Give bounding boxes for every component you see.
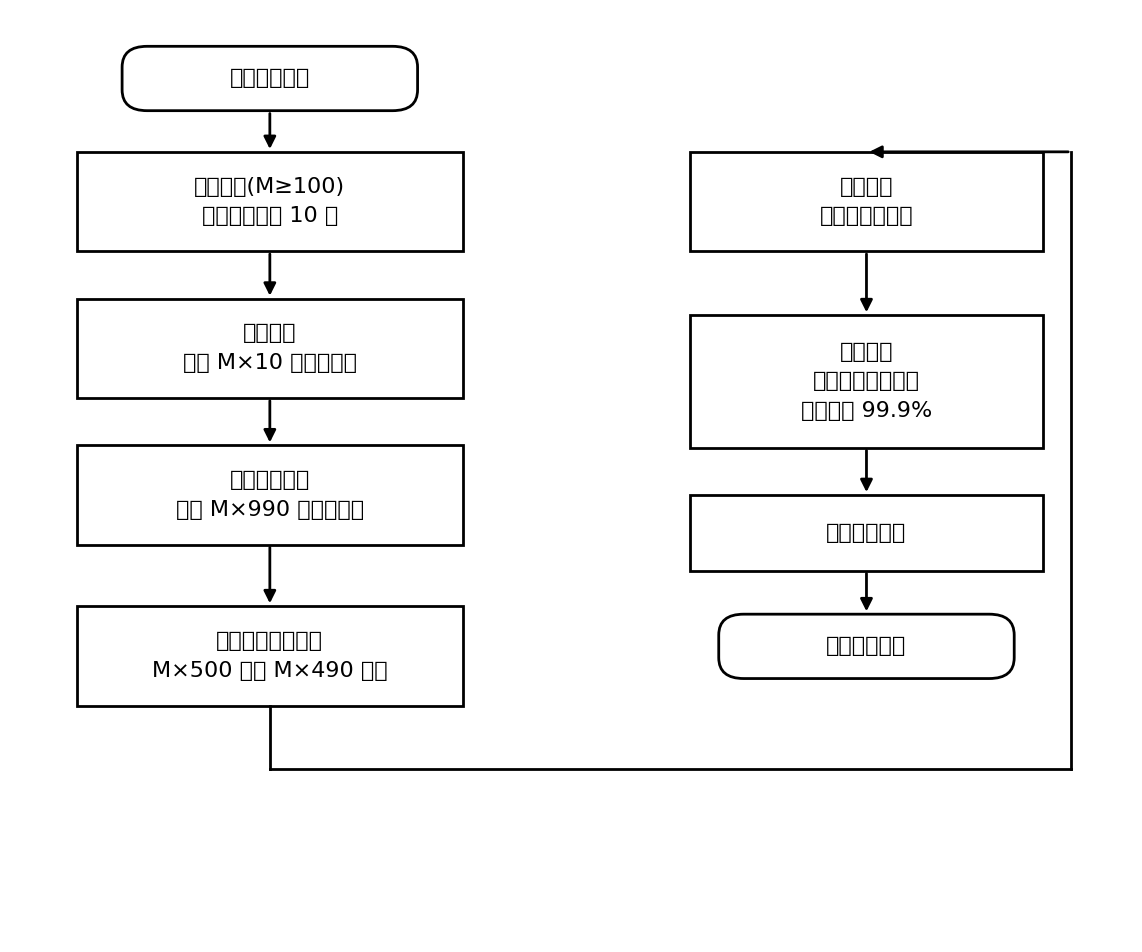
FancyBboxPatch shape <box>122 47 418 110</box>
Text: 保存优化参数: 保存优化参数 <box>827 523 907 543</box>
Text: 图像处理
形成 M×10 个训练数据: 图像处理 形成 M×10 个训练数据 <box>183 324 356 373</box>
Text: 样本采集(M≥100)
每个样本采集 10 次: 样本采集(M≥100) 每个样本采集 10 次 <box>194 177 345 227</box>
Text: 全局训练开始: 全局训练开始 <box>230 69 309 89</box>
Bar <box>77 606 463 705</box>
Bar <box>77 299 463 398</box>
Bar <box>690 495 1043 570</box>
FancyBboxPatch shape <box>718 614 1014 679</box>
Text: 优化参数
使用滑动平均模型
至正确率 99.9%: 优化参数 使用滑动平均模型 至正确率 99.9% <box>801 342 932 421</box>
Text: 训练数据分类标记
M×500 训练 M×490 测试: 训练数据分类标记 M×500 训练 M×490 测试 <box>152 631 387 681</box>
Bar <box>77 446 463 545</box>
Bar <box>690 151 1043 251</box>
Text: 全局训练结束: 全局训练结束 <box>827 636 907 656</box>
Text: 训练模型
全数据迭代训练: 训练模型 全数据迭代训练 <box>820 177 914 227</box>
Bar <box>690 315 1043 447</box>
Bar <box>77 151 463 251</box>
Text: 训练数据扩充
形成 M×990 个训练数据: 训练数据扩充 形成 M×990 个训练数据 <box>176 470 364 520</box>
